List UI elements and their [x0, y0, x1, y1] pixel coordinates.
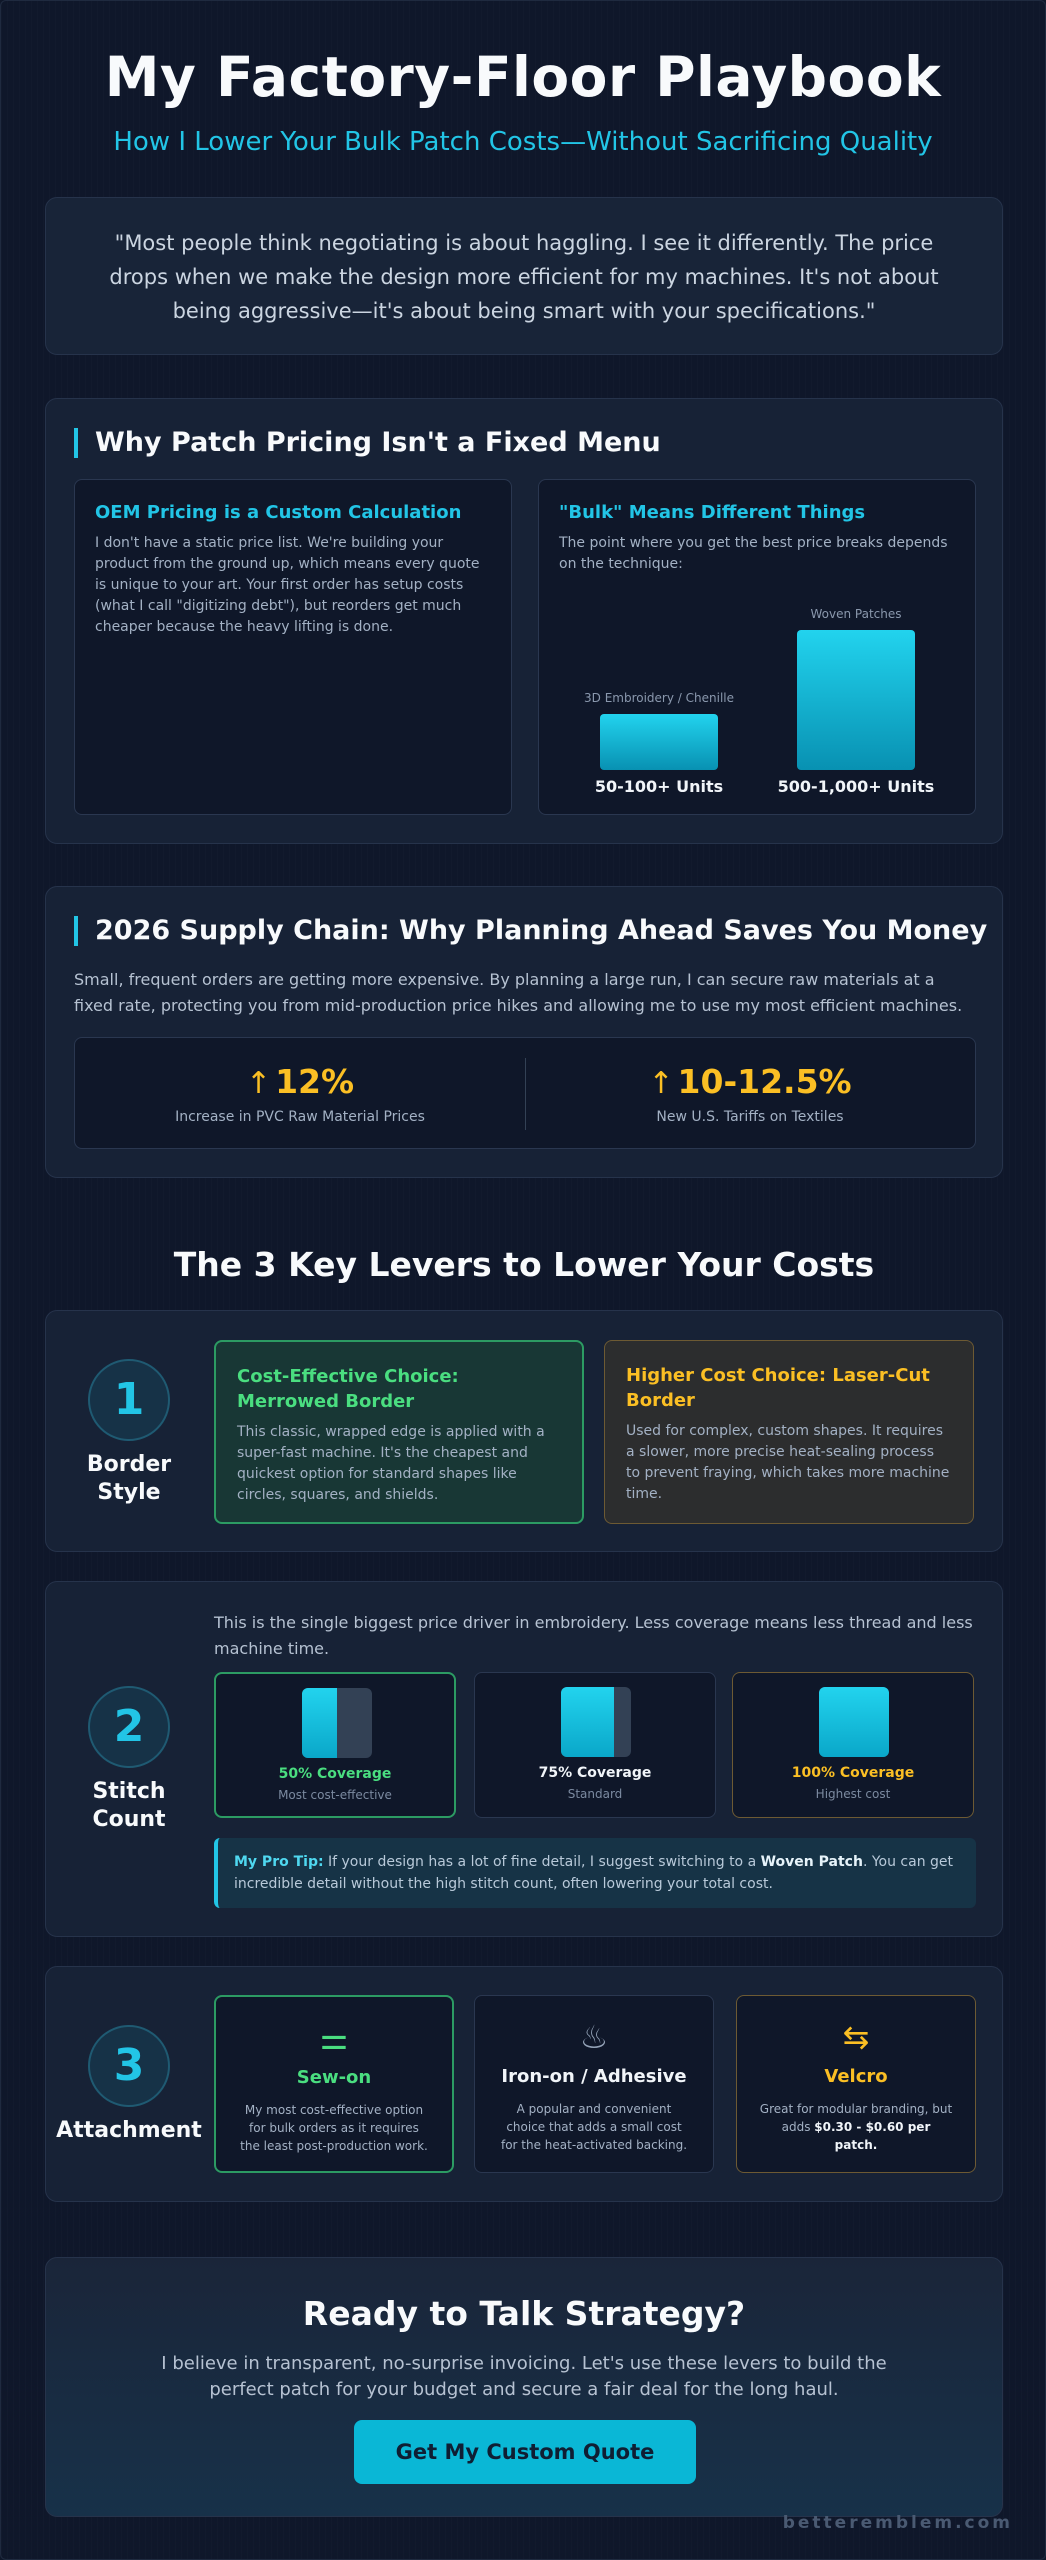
- merrowed-title: Cost-Effective Choice: Merrowed Border: [237, 1366, 459, 1412]
- laser-cut-border-card: Higher Cost Choice: Laser-Cut Border Use…: [604, 1340, 974, 1524]
- supply-section-body: Small, frequent orders are getting more …: [74, 970, 963, 1015]
- lever-label: Border Style: [86, 1452, 172, 1505]
- cta-title: Ready to Talk Strategy?: [302, 2294, 746, 2333]
- stat-value: 12%: [275, 1062, 355, 1101]
- merrowed-border-card: Cost-Effective Choice: Merrowed Border T…: [214, 1340, 584, 1524]
- coverage-card-50: 50% Coverage Most cost-effective: [214, 1672, 456, 1818]
- stat-divider: [525, 1058, 526, 1130]
- laser-body: Used for complex, custom shapes. It requ…: [626, 1423, 950, 1502]
- coverage-card-75: 75% Coverage Standard: [474, 1672, 716, 1818]
- attachment-body: Great for modular branding, but adds $0.…: [759, 2100, 953, 2154]
- lever-number-badge: 2: [88, 1686, 170, 1768]
- coverage-swatch-icon: [302, 1688, 372, 1758]
- laser-title: Higher Cost Choice: Laser-Cut Border: [626, 1365, 930, 1411]
- stat-pvc: ↑ 12% Increase in PVC Raw Material Prices: [75, 1062, 525, 1125]
- attachment-title: Sew-on: [296, 2067, 372, 2088]
- lever-stitch-count: 2 Stitch Count This is the single bigges…: [45, 1581, 1003, 1937]
- bulk-card-body: The point where you get the best price b…: [559, 535, 948, 572]
- lever-number-badge: 1: [88, 1359, 170, 1441]
- bar-0: [600, 714, 718, 770]
- pricing-section-title: Why Patch Pricing Isn't a Fixed Menu: [74, 428, 661, 458]
- bar-category-label: Woven Patches: [810, 607, 901, 621]
- pro-tip-lead: My Pro Tip:: [234, 1854, 324, 1870]
- attachment-body: My most cost-effective option for bulk o…: [240, 2103, 428, 2153]
- swap-arrows-icon: ⇆: [842, 2018, 870, 2056]
- oem-card-title: OEM Pricing is a Custom Calculation: [95, 502, 462, 523]
- pro-tip-box: My Pro Tip: If your design has a lot of …: [214, 1838, 976, 1908]
- stitch-intro: This is the single biggest price driver …: [214, 1613, 973, 1658]
- attachment-iron-on-card: ♨ Iron-on / Adhesive A popular and conve…: [474, 1995, 714, 2173]
- velcro-price: $0.30 - $0.60 per patch.: [814, 2120, 931, 2152]
- stat-label: New U.S. Tariffs on Textiles: [656, 1109, 844, 1125]
- iron-icon: ♨: [579, 2018, 609, 2056]
- bulk-pricing-card: "Bulk" Means Different Things The point …: [538, 479, 976, 815]
- levers-title: The 3 Key Levers to Lower Your Costs: [173, 1245, 875, 1284]
- coverage-subtitle: Standard: [567, 1787, 623, 1801]
- page-header: My Factory-Floor Playbook How I Lower Yo…: [1, 1, 1045, 157]
- arrow-up-icon: ↑: [648, 1066, 674, 1101]
- arrow-up-icon: ↑: [245, 1066, 272, 1101]
- coverage-fill: [302, 1688, 337, 1758]
- coverage-fill: [819, 1687, 889, 1757]
- lever-label: Stitch Count: [92, 1779, 166, 1832]
- lever-border-style: 1 Border Style Cost-Effective Choice: Me…: [45, 1310, 1003, 1552]
- bulk-card-title: "Bulk" Means Different Things: [559, 502, 866, 523]
- bar-value-label: 500-1,000+ Units: [778, 777, 935, 796]
- pro-tip-text: . You can get incredible detail without …: [234, 1854, 954, 1892]
- bar-1: [797, 630, 915, 770]
- coverage-card-100: 100% Coverage Highest cost: [732, 1672, 974, 1818]
- page-subtitle: How I Lower Your Bulk Patch Costs—Withou…: [113, 127, 933, 157]
- pricing-section: Why Patch Pricing Isn't a Fixed Menu OEM…: [45, 398, 1003, 844]
- quote-text: "Most people think negotiating is about …: [109, 231, 939, 323]
- stats-box: ↑ 12% Increase in PVC Raw Material Prices…: [74, 1037, 976, 1149]
- coverage-subtitle: Most cost-effective: [278, 1788, 392, 1802]
- oem-pricing-card: OEM Pricing is a Custom Calculation I do…: [74, 479, 512, 815]
- supply-chain-section: 2026 Supply Chain: Why Planning Ahead Sa…: [45, 886, 1003, 1178]
- supply-section-title: 2026 Supply Chain: Why Planning Ahead Sa…: [74, 916, 987, 946]
- coverage-title: 50% Coverage: [278, 1766, 392, 1782]
- coverage-subtitle: Highest cost: [815, 1787, 891, 1801]
- footer-brand: betteremblem.com: [782, 2513, 1013, 2533]
- velcro-body-text: Great for modular branding, but adds: [759, 2102, 953, 2134]
- sew-icon: ⚌: [319, 2019, 349, 2057]
- attachment-title: Iron-on / Adhesive: [501, 2066, 687, 2087]
- bar-category-label: 3D Embroidery / Chenille: [584, 691, 734, 705]
- stat-value: 10-12.5%: [677, 1062, 852, 1101]
- merrowed-body: This classic, wrapped edge is applied wi…: [237, 1424, 545, 1503]
- cta-body: I believe in transparent, no-surprise in…: [161, 2353, 887, 2400]
- attachment-body: A popular and convenient choice that add…: [500, 2102, 688, 2152]
- lever-attachment: 3 Attachment ⚌ Sew-on My most cost-effec…: [45, 1966, 1003, 2202]
- stat-label: Increase in PVC Raw Material Prices: [175, 1109, 425, 1125]
- get-custom-quote-button[interactable]: Get My Custom Quote: [354, 2420, 696, 2484]
- cta-section: Ready to Talk Strategy? I believe in tra…: [45, 2257, 1003, 2517]
- coverage-title: 75% Coverage: [538, 1765, 652, 1781]
- attachment-title: Velcro: [824, 2066, 888, 2087]
- lever-label: Attachment: [56, 2118, 202, 2143]
- lever-number-badge: 3: [88, 2025, 170, 2107]
- page-title: My Factory-Floor Playbook: [104, 45, 942, 109]
- attachment-sew-on-card: ⚌ Sew-on My most cost-effective option f…: [214, 1995, 454, 2173]
- pro-tip-text: If your design has a lot of fine detail,…: [323, 1854, 761, 1870]
- coverage-swatch-icon: [819, 1687, 889, 1757]
- bar-value-label: 50-100+ Units: [595, 777, 723, 796]
- stat-tariffs: ↑ 10-12.5% New U.S. Tariffs on Textiles: [525, 1062, 975, 1125]
- pro-tip-highlight: Woven Patch: [760, 1854, 863, 1870]
- coverage-fill: [561, 1687, 614, 1757]
- bulk-threshold-chart: 3D Embroidery / Chenille 50-100+ Units Wov…: [584, 607, 935, 796]
- oem-card-body: I don't have a static price list. We're …: [95, 535, 480, 635]
- attachment-velcro-card: ⇆ Velcro Great for modular branding, but…: [736, 1995, 976, 2173]
- coverage-swatch-icon: [561, 1687, 631, 1757]
- coverage-title: 100% Coverage: [791, 1765, 915, 1781]
- quote-panel: "Most people think negotiating is about …: [45, 197, 1003, 355]
